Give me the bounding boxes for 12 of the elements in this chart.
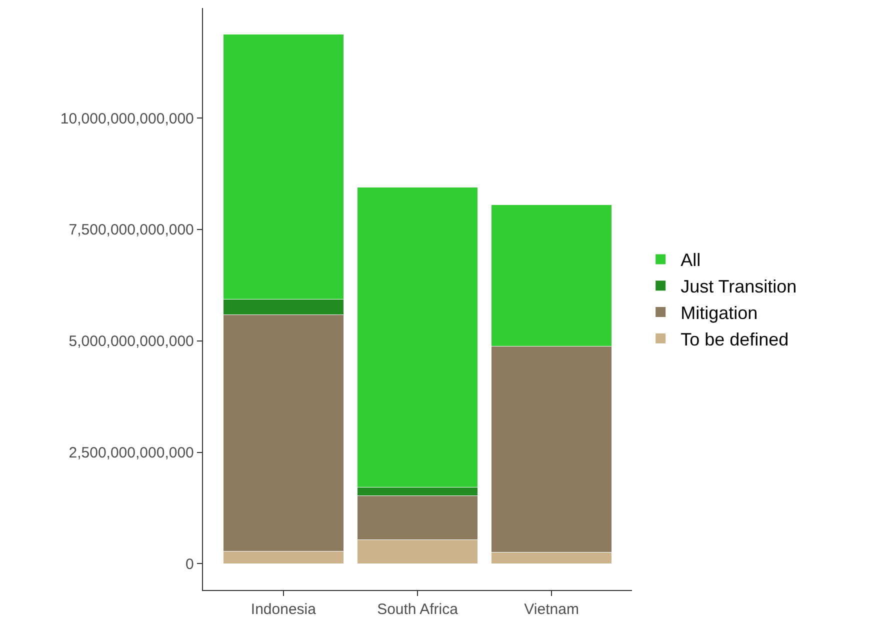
y-tick-label: 0	[186, 556, 194, 573]
y-tick-label: 5,000,000,000,000	[68, 333, 194, 350]
y-tick-label: 2,500,000,000,000	[68, 444, 194, 462]
legend-label: To be defined	[680, 329, 789, 350]
legend-label: All	[680, 250, 701, 270]
y-tick-label: 10,000,000,000,000	[60, 110, 194, 128]
x-tick-label: South Africa	[377, 601, 459, 618]
legend-label: Mitigation	[680, 303, 758, 324]
x-tick-label: Vietnam	[524, 601, 579, 618]
x-tick-label: Indonesia	[250, 601, 317, 618]
legend-label: Just Transition	[680, 276, 797, 297]
y-tick-label: 7,500,000,000,000	[68, 222, 194, 239]
